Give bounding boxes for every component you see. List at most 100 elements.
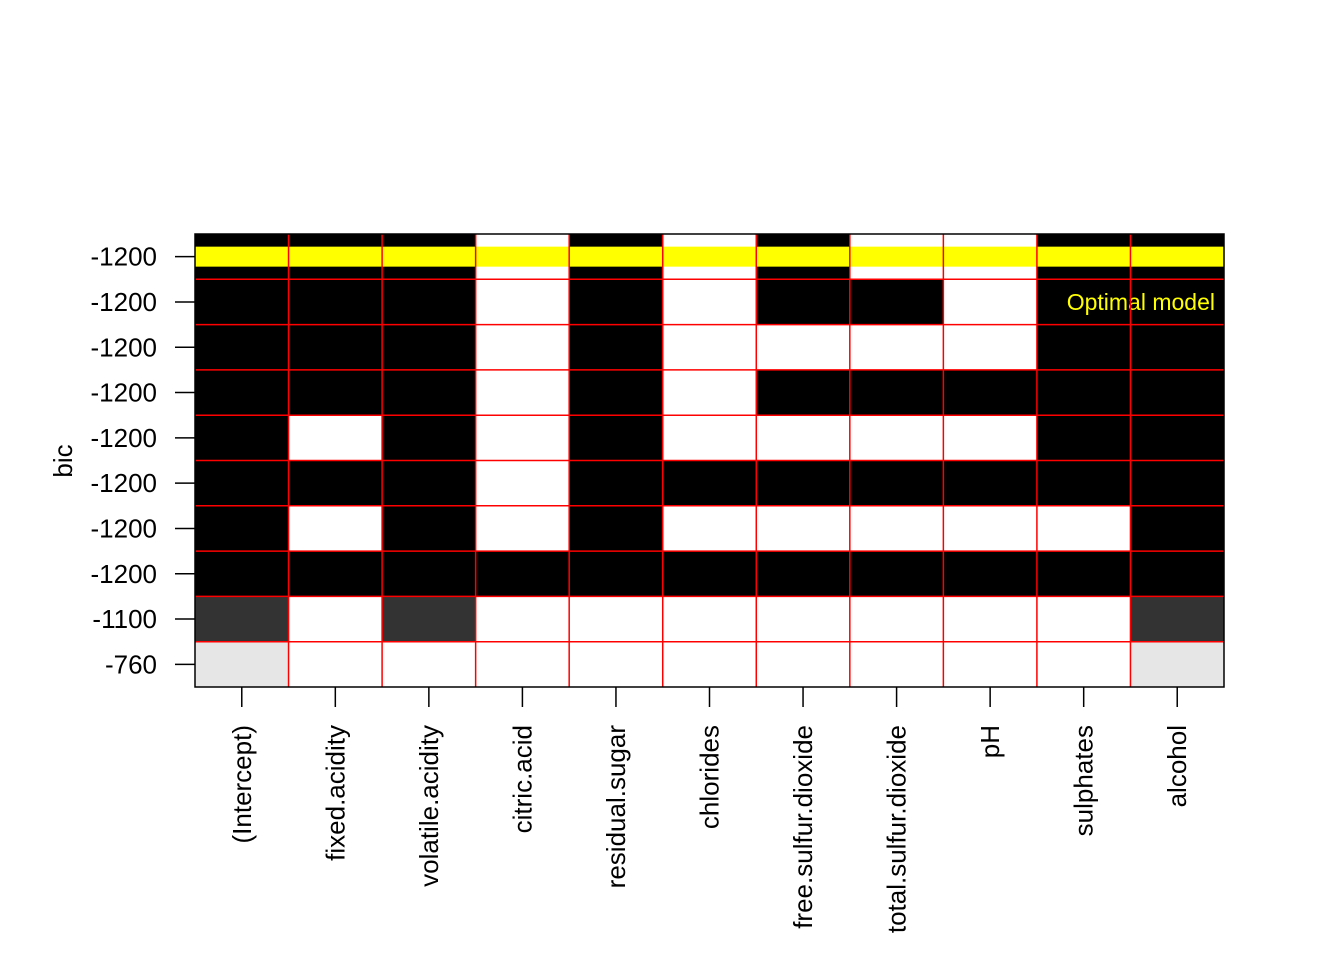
heatmap-cell	[569, 641, 663, 687]
heatmap-cell	[569, 460, 663, 506]
optimal-highlight: Optimal model	[195, 246, 1224, 315]
heatmap-cell	[382, 324, 476, 370]
y-tick-label: -1200	[91, 468, 158, 498]
y-tick-label: -1200	[91, 423, 158, 453]
heatmap-cell	[662, 641, 757, 687]
heatmap-cell	[475, 551, 570, 597]
heatmap-cell	[756, 369, 850, 416]
optimal-model-annotation: Optimal model	[1067, 289, 1215, 315]
heatmap-cell	[195, 415, 289, 461]
tick-labels: -1200 -1200 -1200 -1200 -1200 -1200 -1200 -1200…	[48, 242, 1192, 933]
heatmap-cell	[569, 596, 663, 642]
heatmap-cell	[849, 324, 944, 370]
axes	[175, 233, 1225, 707]
heatmap-cell	[288, 415, 383, 461]
heatmap-cell	[1036, 505, 1131, 552]
y-tick-label: -1200	[91, 287, 158, 317]
heatmap-cell	[288, 324, 383, 370]
heatmap-cell	[849, 596, 944, 642]
x-tick-label: residual.sugar	[601, 725, 631, 889]
heatmap-cell	[662, 596, 757, 642]
heatmap-cell	[1130, 279, 1224, 325]
heatmap-cell	[1130, 596, 1224, 642]
heatmap-cell	[943, 505, 1037, 552]
heatmap-cell	[1036, 460, 1131, 506]
heatmap-cell	[849, 505, 944, 552]
heatmap-cell	[475, 641, 570, 687]
heatmap-cell	[1130, 369, 1224, 416]
heatmap-cell	[1036, 415, 1131, 461]
heatmap-cell	[569, 415, 663, 461]
heatmap-cell	[288, 596, 383, 642]
x-tick-label: pH	[975, 725, 1005, 758]
heatmap-cell	[662, 415, 757, 461]
heatmap-cell	[382, 641, 476, 687]
x-tick-label: citric.acid	[507, 725, 537, 833]
heatmap-cell	[849, 279, 944, 325]
heatmap-cell	[1130, 324, 1224, 370]
y-tick-label: -1200	[91, 559, 158, 589]
x-tick-label: sulphates	[1069, 725, 1099, 836]
x-tick-label: (Intercept)	[227, 725, 257, 844]
heatmap-cell	[1036, 324, 1131, 370]
heatmap-cell	[756, 641, 850, 687]
heatmap-cell	[1130, 551, 1224, 597]
heatmap-cell	[662, 460, 757, 506]
x-tick-label: volatile.acidity	[414, 725, 444, 887]
y-tick-label: -1200	[91, 513, 158, 543]
heatmap-cell	[943, 279, 1037, 325]
heatmap-cell	[195, 279, 289, 325]
heatmap-cell	[943, 460, 1037, 506]
heatmap-cell	[195, 596, 289, 642]
heatmap-cell	[195, 369, 289, 416]
heatmap-cell	[569, 369, 663, 416]
heatmap-cell	[1036, 596, 1131, 642]
x-tick-label: free.sulfur.dioxide	[788, 725, 818, 929]
x-tick-label: fixed.acidity	[320, 725, 350, 861]
heatmap-cell	[195, 324, 289, 370]
y-tick-label: -1200	[91, 378, 158, 408]
heatmap-cell	[475, 415, 570, 461]
heatmap-cell	[195, 551, 289, 597]
heatmap-cell	[849, 641, 944, 687]
heatmap-cell	[849, 369, 944, 416]
heatmap-cell	[849, 460, 944, 506]
heatmap-cell	[475, 369, 570, 416]
heatmap-cell	[756, 279, 850, 325]
heatmap-cell	[288, 279, 383, 325]
heatmap-cell	[943, 551, 1037, 597]
heatmap-cell	[849, 551, 944, 597]
x-tick-label: alcohol	[1162, 725, 1192, 807]
heatmap-cell	[756, 415, 850, 461]
y-tick-label: -1200	[91, 242, 158, 272]
heatmap-cell	[475, 596, 570, 642]
heatmap-cell	[288, 460, 383, 506]
heatmap-cell	[756, 505, 850, 552]
heatmap-cell	[195, 505, 289, 552]
heatmap-cell	[382, 505, 476, 552]
heatmap-cell	[1130, 505, 1224, 552]
cell-grid	[195, 234, 1224, 687]
heatmap-cell	[569, 324, 663, 370]
heatmap-cell	[382, 369, 476, 416]
heatmap-cell	[943, 596, 1037, 642]
heatmap-cell	[288, 505, 383, 552]
heatmap-cell	[382, 415, 476, 461]
heatmap-cell	[756, 551, 850, 597]
heatmap-cell	[662, 369, 757, 416]
heatmap-cell	[382, 596, 476, 642]
heatmap-cell	[943, 641, 1037, 687]
heatmap-cell	[1036, 279, 1131, 325]
heatmap-cell	[195, 641, 289, 687]
heatmap-cell	[569, 279, 663, 325]
heatmap-cell	[569, 505, 663, 552]
heatmap-cell	[382, 460, 476, 506]
heatmap-cell	[1036, 641, 1131, 687]
y-tick-label: -1100	[92, 604, 157, 634]
heatmap-cell	[475, 505, 570, 552]
heatmap-cell	[382, 551, 476, 597]
heatmap-cell	[1036, 551, 1131, 597]
heatmap-cell	[569, 551, 663, 597]
heatmap-cell	[943, 324, 1037, 370]
